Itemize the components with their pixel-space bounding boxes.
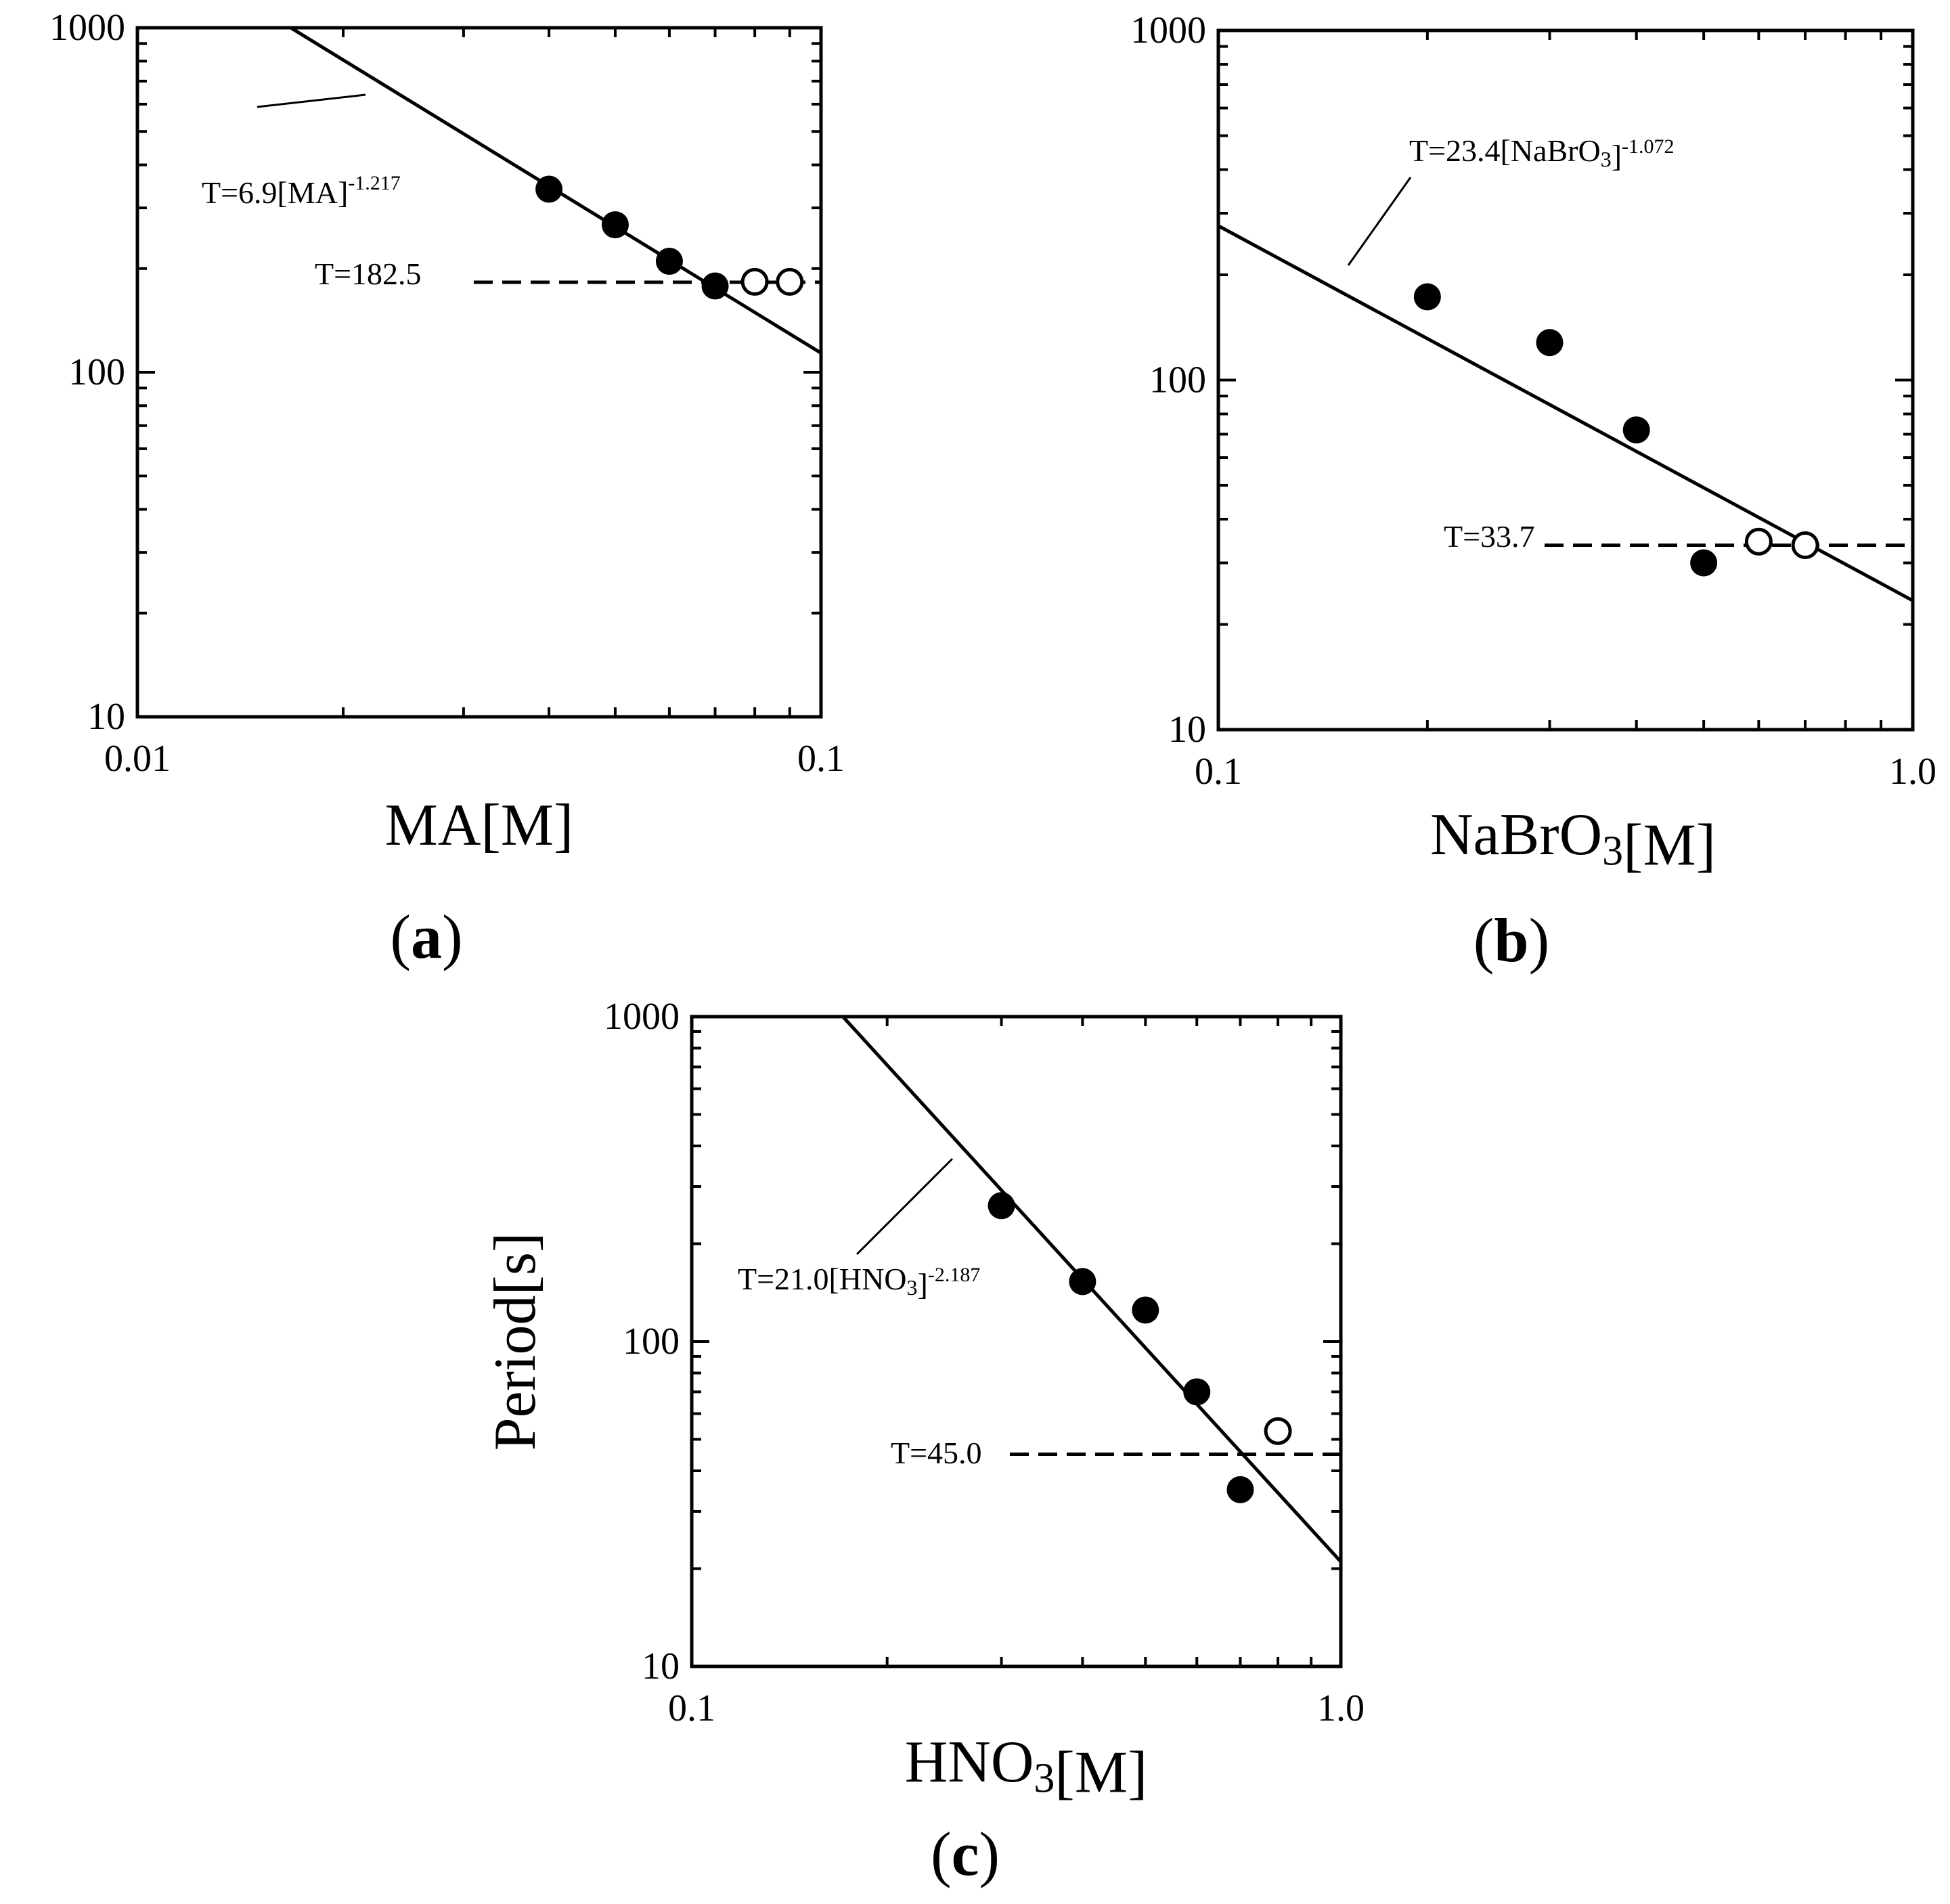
data-point-filled	[1226, 1476, 1254, 1503]
y-tick-label: 10	[87, 696, 125, 738]
x-tick-label: 0.1	[1195, 751, 1242, 793]
threshold-label: T=182.5	[315, 257, 422, 291]
y-tick-label: 100	[1149, 359, 1206, 401]
data-point-open	[1264, 1417, 1292, 1445]
x-tick-label: 0.1	[668, 1687, 715, 1729]
y-tick-label: 10	[642, 1645, 680, 1687]
data-point-filled	[1536, 329, 1564, 357]
y-tick-label: 100	[623, 1321, 680, 1363]
y-axis-title: Period[s]	[483, 1233, 548, 1451]
fit-equation-main: T=6.9[MA]	[202, 175, 348, 210]
data-point-filled	[1413, 283, 1441, 311]
x-axis-title: NaBrO3[M]	[1430, 802, 1716, 879]
data-point-filled	[1069, 1268, 1096, 1296]
fit-equation-label: T=6.9[MA]-1.217	[202, 172, 401, 210]
data-point-filled	[988, 1192, 1015, 1220]
data-point-open	[1744, 527, 1773, 556]
fit-equation-main: T=21.0[HNO3]	[738, 1262, 928, 1302]
panel-label-b: (b)	[1473, 906, 1549, 975]
fit-equation-exponent: -1.072	[1622, 135, 1675, 158]
fit-equation-label: T=21.0[HNO3]-2.187	[738, 1262, 980, 1302]
fit-equation-label: T=23.4[NaBrO3]-1.072	[1409, 133, 1675, 173]
data-point-filled	[1690, 549, 1718, 577]
data-point-filled	[1132, 1296, 1159, 1324]
y-tick-label: 100	[68, 351, 125, 393]
fit-equation-main: T=23.4[NaBrO3]	[1409, 133, 1622, 173]
plot-frame	[690, 1015, 1343, 1668]
panel-a: 0.01 0.1 10 100 1000 T=182.5 T=6.9[MA]-1.217 MA…	[49, 7, 845, 971]
y-tick-label: 1000	[49, 7, 125, 49]
fit-equation-exponent: -1.217	[348, 172, 401, 194]
threshold-label: T=33.7	[1444, 519, 1535, 554]
y-tick-label: 10	[1168, 709, 1206, 751]
data-point-open	[1791, 531, 1819, 559]
plot-frame	[135, 26, 823, 719]
data-point-filled	[1622, 416, 1650, 444]
fit-line	[840, 1017, 1341, 1564]
y-tick-label: 1000	[1130, 9, 1206, 51]
data-point-filled	[701, 272, 729, 300]
panel-label-a: (a)	[390, 902, 462, 971]
x-axis-title: MA[M]	[385, 793, 574, 858]
fit-annotation-leader	[257, 93, 366, 108]
panel-c: 0.1 1.0 10 100 1000 T=45.0 T=21.0[HNO3]-2.187 H…	[483, 996, 1365, 1888]
data-point-filled	[1183, 1378, 1211, 1406]
panel-label-c: (c)	[931, 1819, 1000, 1888]
fit-annotation-leader	[1347, 177, 1412, 266]
x-tick-label: 1.0	[1317, 1687, 1365, 1729]
threshold-label: T=45.0	[891, 1436, 982, 1470]
data-point-open	[776, 267, 804, 296]
fit-annotation-leader	[856, 1157, 954, 1256]
fit-equation-exponent: -2.187	[928, 1264, 981, 1286]
x-tick-label: 0.01	[104, 738, 171, 780]
x-tick-label: 1.0	[1889, 751, 1936, 793]
panel-b: 0.1 1.0 10 100 1000 T=33.7 T=23.4[NaBrO3]-1.07…	[1130, 9, 1936, 975]
data-point-filled	[655, 247, 683, 275]
y-tick-label: 1000	[604, 996, 680, 1038]
data-point-filled	[535, 175, 563, 203]
data-point-filled	[601, 211, 629, 239]
x-axis-title: HNO3[M]	[905, 1729, 1148, 1806]
data-point-open	[740, 267, 769, 296]
x-tick-label: 0.1	[797, 738, 845, 780]
